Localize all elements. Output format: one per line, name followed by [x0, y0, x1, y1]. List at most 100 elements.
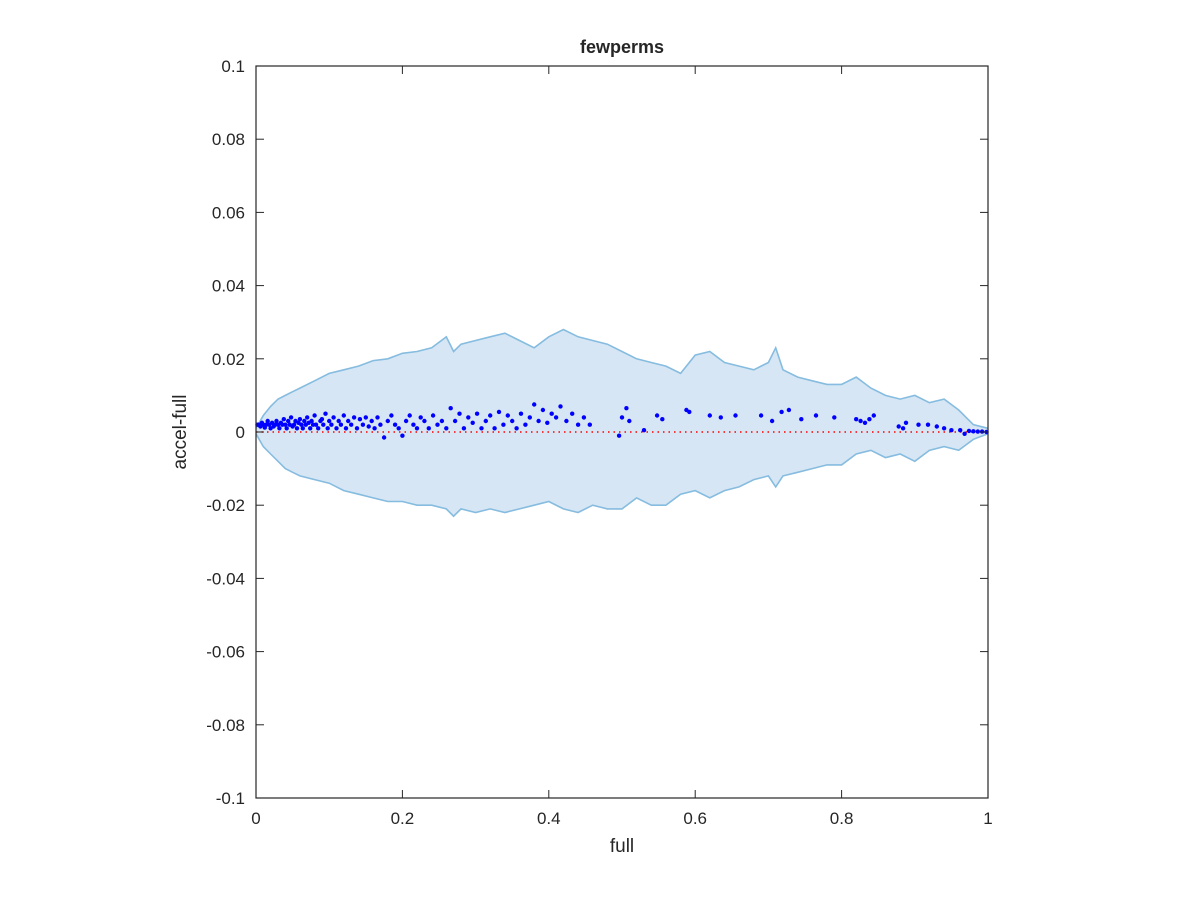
data-point — [466, 415, 471, 420]
data-point — [483, 418, 488, 424]
data-point — [505, 413, 510, 418]
data-point — [360, 422, 366, 427]
data-point — [439, 418, 445, 424]
data-point — [411, 422, 416, 427]
data-point — [854, 417, 859, 422]
data-point — [351, 415, 357, 420]
data-point — [523, 422, 528, 427]
band-upper-line — [255, 328, 989, 430]
y-tick-label: -0.04 — [206, 569, 245, 588]
x-axis-label: full — [610, 836, 634, 857]
y-tick-label: 0 — [236, 423, 245, 442]
data-point — [336, 418, 341, 424]
data-point — [300, 426, 305, 431]
data-point — [527, 415, 532, 420]
data-point — [457, 411, 462, 416]
data-point — [786, 407, 792, 413]
data-point — [871, 413, 876, 418]
data-point — [966, 428, 972, 434]
data-point — [858, 418, 863, 424]
data-point — [343, 426, 349, 431]
data-point — [349, 422, 354, 427]
data-point — [758, 413, 764, 418]
data-point — [962, 431, 967, 436]
axes-frame — [255, 65, 989, 799]
data-point — [297, 417, 303, 422]
data-point — [288, 415, 294, 420]
data-point — [733, 413, 738, 418]
data-point — [400, 433, 405, 438]
data-point — [496, 409, 502, 415]
data-point — [564, 418, 569, 424]
data-point — [718, 415, 723, 420]
data-point — [396, 426, 401, 431]
data-point — [616, 433, 622, 438]
data-point — [934, 424, 939, 429]
data-point — [971, 429, 976, 434]
data-point — [896, 424, 901, 429]
data-point — [448, 406, 453, 411]
data-point — [624, 406, 629, 411]
data-point — [470, 420, 475, 425]
y-tick-label: -0.02 — [206, 496, 245, 515]
data-point — [299, 422, 304, 427]
data-point — [799, 417, 804, 422]
data-point — [385, 418, 390, 424]
data-point — [274, 418, 279, 424]
data-point — [372, 426, 377, 431]
data-point — [286, 418, 291, 424]
data-point — [338, 422, 344, 427]
data-point — [627, 418, 632, 424]
data-point — [430, 413, 436, 418]
data-point — [325, 426, 330, 431]
data-point — [570, 411, 575, 416]
data-point — [319, 417, 325, 422]
data-point — [501, 422, 506, 427]
data-point — [403, 418, 409, 424]
data-point — [392, 422, 398, 427]
data-point — [294, 426, 300, 431]
data-point — [308, 426, 313, 431]
plot-area — [255, 328, 989, 518]
data-point — [549, 411, 554, 416]
y-tick-label: 0.02 — [212, 350, 245, 369]
data-point — [357, 417, 363, 422]
data-point — [654, 413, 660, 418]
data-point — [329, 422, 334, 427]
data-point — [545, 420, 550, 425]
data-point — [426, 426, 431, 431]
data-point — [925, 422, 931, 427]
data-point — [323, 411, 328, 416]
data-point — [284, 426, 289, 431]
data-point — [291, 422, 297, 427]
data-point — [283, 422, 288, 427]
data-point — [540, 407, 546, 413]
y-tick-label: 0.06 — [212, 203, 245, 222]
y-tick-label: -0.06 — [206, 643, 245, 662]
x-tick-label: 0.6 — [683, 809, 707, 828]
data-point — [779, 409, 784, 415]
data-point — [619, 415, 625, 420]
data-point — [916, 422, 921, 427]
data-point — [536, 418, 541, 424]
data-point — [452, 418, 458, 424]
data-point — [414, 426, 420, 431]
data-point — [302, 418, 307, 424]
data-point — [575, 422, 581, 427]
data-point — [553, 415, 559, 420]
data-point — [492, 426, 497, 431]
data-point — [900, 426, 906, 431]
data-point — [587, 422, 592, 427]
data-point — [334, 426, 339, 431]
data-point — [346, 418, 351, 424]
data-point — [514, 426, 519, 431]
data-point — [312, 413, 317, 418]
y-tick-label: -0.08 — [206, 716, 245, 735]
x-tick-label: 1 — [983, 809, 992, 828]
data-point — [327, 418, 332, 424]
data-point — [958, 428, 963, 433]
data-point — [313, 422, 319, 427]
data-point — [867, 417, 872, 422]
data-point — [832, 415, 837, 420]
data-point — [518, 411, 524, 416]
